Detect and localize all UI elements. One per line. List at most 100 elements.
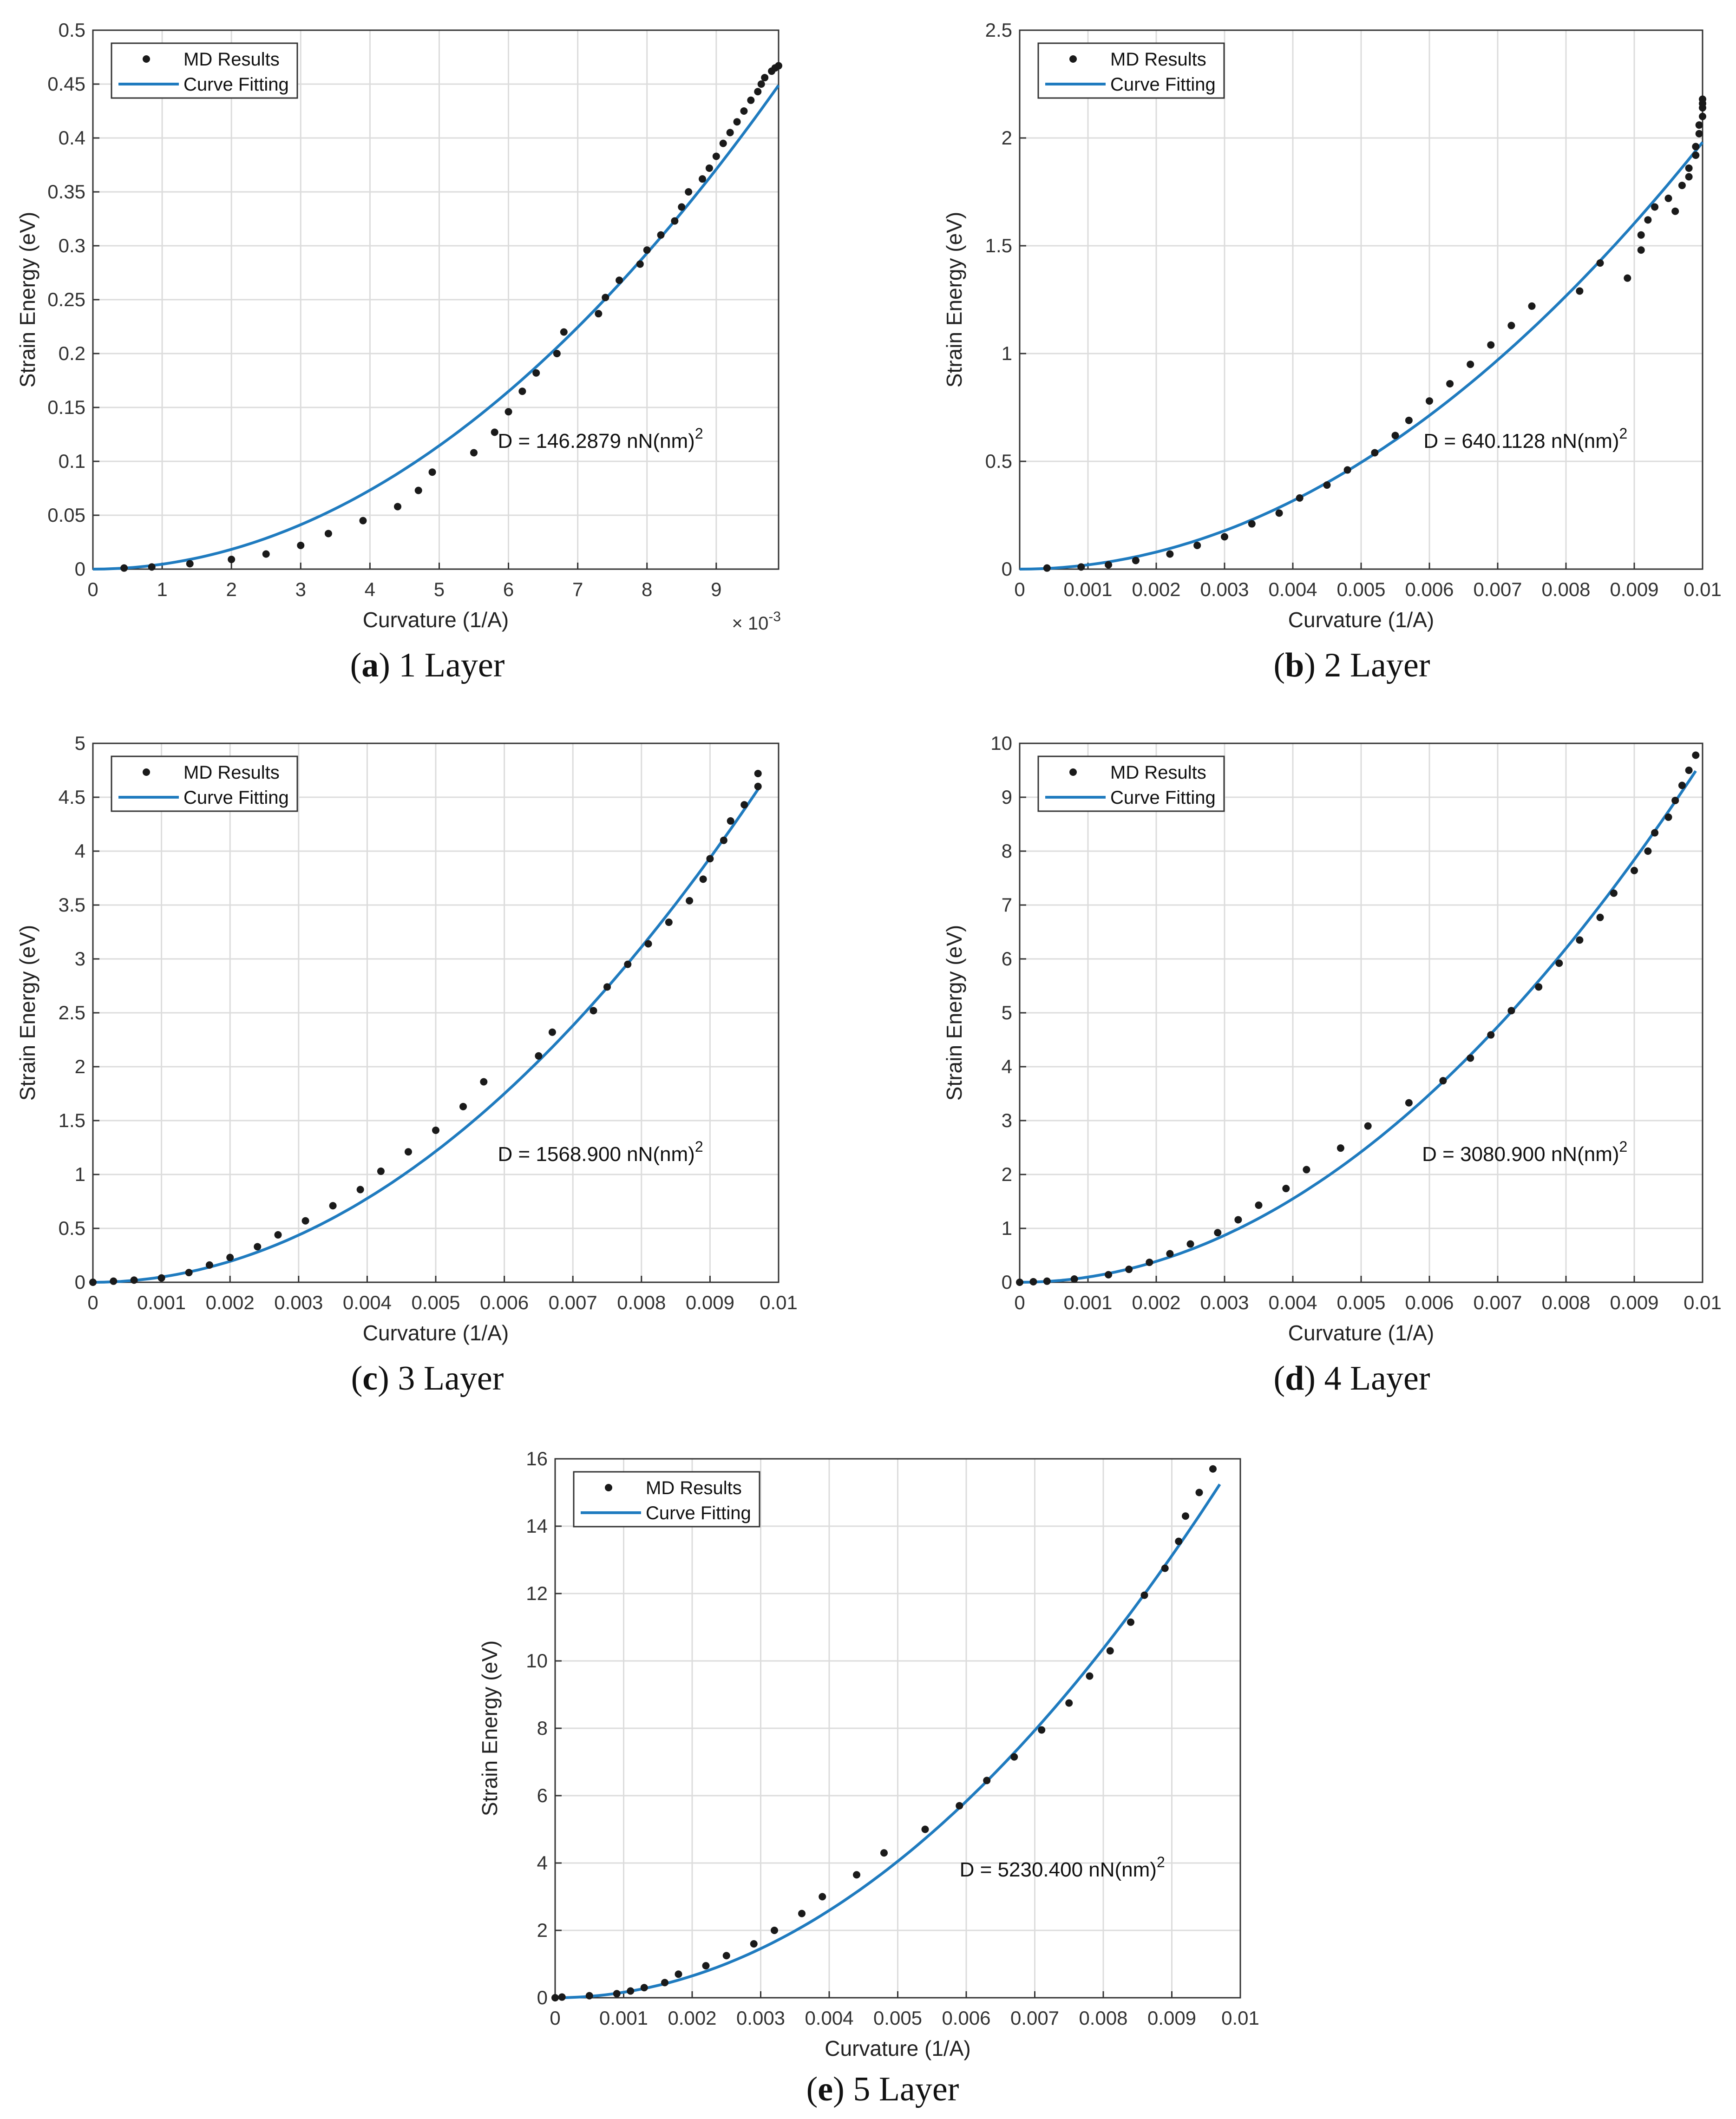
x-tick-label: 0.001 — [1063, 578, 1112, 600]
data-point — [1323, 481, 1331, 489]
data-point — [757, 80, 765, 88]
legend-label-md: MD Results — [1110, 762, 1206, 783]
caption-d: (d) 4 Layer — [1273, 1359, 1430, 1397]
data-point — [686, 897, 694, 905]
data-point — [329, 1202, 337, 1210]
data-point — [186, 560, 194, 568]
x-tick-label: 0.006 — [1405, 578, 1454, 600]
y-tick-label: 0 — [75, 558, 85, 580]
y-tick-label: 0.45 — [47, 73, 85, 95]
data-point — [1038, 1726, 1046, 1734]
chart-e: 0 0.001 0.002 0.003 0.004 0.005 0.006 0.007 0.00… — [478, 1448, 1259, 2060]
x-tick-label: 8 — [642, 578, 652, 600]
x-tick-label: 0.003 — [736, 2007, 785, 2029]
legend: MD Results Curve Fitting — [573, 1471, 760, 1528]
data-point — [1692, 751, 1700, 759]
x-tick-label: 0.004 — [343, 1292, 392, 1313]
data-point — [1439, 1077, 1447, 1085]
x-exponent-label: × 10-3 — [732, 609, 781, 634]
data-point — [1695, 130, 1703, 138]
data-point — [1678, 182, 1686, 190]
legend-label-fit: Curve Fitting — [183, 787, 289, 808]
data-point — [1555, 959, 1563, 967]
data-point — [1029, 1278, 1037, 1286]
chart-b: 0 0.001 0.002 0.003 0.004 0.005 0.006 0.007 0.00… — [942, 19, 1722, 632]
data-point — [1195, 1489, 1203, 1496]
data-point — [1487, 1031, 1495, 1039]
data-point — [699, 175, 706, 183]
y-tick-label: 0.5 — [59, 1217, 85, 1239]
data-point — [470, 449, 478, 457]
data-point — [640, 1984, 648, 1992]
y-tick-label: 1 — [75, 1163, 85, 1185]
x-tick-label: 0.008 — [1541, 578, 1590, 600]
data-point — [428, 468, 436, 476]
data-point — [983, 1777, 991, 1784]
y-tick-label: 0 — [537, 1987, 548, 2008]
data-point — [750, 1940, 758, 1948]
data-point — [1282, 1185, 1290, 1193]
x-tick-label: 0.003 — [274, 1292, 323, 1313]
y-tick-label: 0 — [1002, 558, 1012, 580]
y-tick-label: 0.1 — [59, 450, 85, 472]
legend-box — [1037, 42, 1225, 99]
x-tick-label: 0.005 — [873, 2007, 922, 2029]
y-tick-label: 5 — [75, 732, 85, 754]
data-point — [1637, 231, 1645, 239]
x-tick-label: 0.01 — [1684, 578, 1722, 600]
y-tick-label: 10 — [990, 732, 1012, 754]
x-tick-label: 0.001 — [137, 1292, 186, 1313]
data-point — [274, 1231, 282, 1239]
y-tick-label: 0.25 — [47, 289, 85, 310]
x-tick-label: 1 — [157, 578, 167, 600]
data-point — [535, 1052, 543, 1060]
data-point — [1596, 913, 1604, 921]
x-tick-label: 0.009 — [1610, 1292, 1658, 1313]
x-tick-label: 0.004 — [1268, 578, 1317, 600]
data-point — [1467, 1054, 1474, 1062]
x-tick-label: 0 — [1014, 1292, 1025, 1313]
data-point — [702, 1962, 710, 1970]
x-axis-label: Curvature (1/A) — [363, 1321, 509, 1345]
data-point — [1193, 541, 1201, 549]
x-axis-label: Curvature (1/A) — [1288, 608, 1434, 632]
data-point — [706, 855, 714, 863]
data-point — [226, 1253, 234, 1261]
data-point — [1644, 216, 1652, 224]
data-point — [1685, 173, 1693, 181]
x-tick-label: 0.001 — [599, 2007, 648, 2029]
data-point — [110, 1277, 118, 1285]
annotation-d: D = 3080.900 nN(nm)2 — [1422, 1138, 1627, 1166]
y-tick-label: 3.5 — [59, 894, 85, 916]
data-point — [1446, 380, 1454, 387]
data-point — [1426, 397, 1433, 405]
x-tick-label: 0.002 — [1132, 578, 1180, 600]
data-point — [1336, 1144, 1344, 1152]
annotation-d: D = 640.1128 nN(nm)2 — [1423, 425, 1627, 453]
x-tick-label: 0 — [87, 1292, 98, 1313]
x-tick-label: 0.01 — [760, 1292, 798, 1313]
x-tick-label: 0.009 — [1610, 578, 1658, 600]
data-point — [205, 1261, 213, 1269]
legend-marker-md — [143, 768, 150, 776]
chart-d: 0 0.001 0.002 0.003 0.004 0.005 0.006 0.007 0.00… — [942, 732, 1722, 1345]
legend-label-md: MD Results — [183, 762, 280, 783]
data-point — [1528, 302, 1536, 310]
y-axis-label: Strain Energy (eV) — [478, 1640, 502, 1816]
x-tick-label: 9 — [711, 578, 721, 600]
y-tick-label: 2.5 — [59, 1002, 85, 1023]
y-tick-label: 4.5 — [59, 786, 85, 808]
x-tick-label: 0.003 — [1200, 578, 1249, 600]
data-point — [491, 428, 498, 436]
y-tick-label: 10 — [526, 1650, 548, 1672]
data-point — [532, 369, 540, 377]
data-point — [699, 875, 707, 883]
data-point — [771, 1927, 778, 1934]
data-point — [254, 1243, 262, 1251]
data-point — [685, 188, 693, 196]
chart-c: 0 0.001 0.002 0.003 0.004 0.005 0.006 0.007 0.00… — [15, 732, 798, 1345]
data-point — [1699, 95, 1706, 103]
data-point — [262, 550, 270, 558]
x-axis-label: Curvature (1/A) — [825, 2036, 970, 2060]
data-point — [1343, 466, 1351, 474]
